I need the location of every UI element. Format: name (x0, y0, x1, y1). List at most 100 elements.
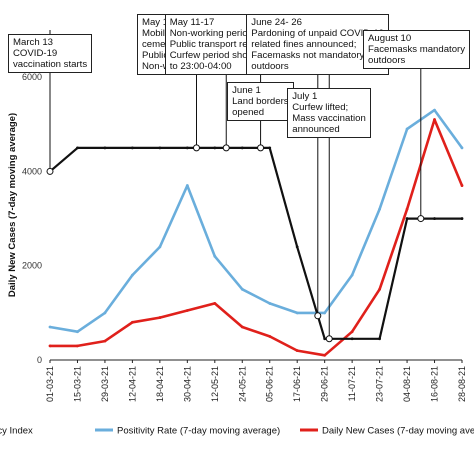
data-point (460, 184, 464, 187)
data-point (103, 146, 107, 150)
x-tick-label: 29-06-21 (320, 366, 330, 402)
data-point (433, 217, 436, 220)
data-point (48, 325, 52, 329)
data-point (158, 316, 162, 319)
data-point (240, 146, 244, 150)
data-point (460, 146, 464, 150)
data-point (185, 309, 189, 312)
annotation-box: July 1 Curfew lifted; Mass vaccination anno… (287, 88, 371, 138)
series-line-0 (50, 118, 464, 357)
data-point (433, 108, 436, 112)
annotation-text: June 24- 26 (251, 17, 302, 28)
data-point (213, 254, 217, 258)
x-tick-label: 28-08-21 (457, 366, 467, 402)
legend-label: Daily New Cases (7-day moving average) (322, 426, 474, 437)
data-point (295, 349, 299, 352)
y-tick-label: 0 (37, 355, 42, 365)
annotation-marker (192, 144, 200, 152)
annotation-text: outdoors (368, 55, 406, 66)
x-tick-label: 12-04-21 (127, 366, 137, 402)
data-point (240, 325, 244, 329)
data-point (185, 184, 189, 187)
data-point (268, 335, 272, 338)
x-tick-label: 30-04-21 (182, 366, 192, 402)
annotation-text: June 1 (232, 85, 261, 96)
annotation-marker (417, 215, 425, 223)
annotation-text: vaccination starts (13, 59, 88, 70)
x-tick-label: 16-08-21 (430, 366, 440, 402)
data-point (158, 245, 162, 249)
data-point (350, 273, 354, 277)
annotation-box: June 1 Land borders opened (227, 82, 294, 121)
annotation-marker (222, 144, 230, 152)
data-point (103, 311, 107, 315)
data-point (405, 217, 409, 220)
annotation-text: Curfew period shortened (169, 50, 275, 61)
annotation-text: Facemasks not mandatory (251, 50, 365, 61)
data-point (48, 344, 52, 348)
data-point (131, 273, 134, 277)
x-tick-label: 23-07-21 (375, 366, 385, 402)
data-point (76, 344, 79, 348)
data-point (350, 330, 354, 334)
data-point (103, 339, 107, 343)
series-line-2 (49, 146, 462, 340)
y-tick-label: 2000 (22, 261, 42, 271)
annotation-marker (257, 144, 265, 152)
x-tick-label: 18-04-21 (155, 366, 165, 402)
annotation-text: August 10 (368, 33, 412, 44)
data-point (460, 217, 464, 220)
x-tick-label: 12-05-21 (210, 366, 220, 402)
annotation-text: announced (292, 124, 340, 135)
annotation-text: Curfew lifted; (292, 102, 349, 113)
data-point (268, 302, 272, 305)
y-axis-label: Daily New Cases (7-day moving average) (7, 113, 18, 297)
data-point (213, 146, 217, 150)
x-tick-label: 15-03-21 (72, 366, 82, 402)
y-tick-label: 6000 (22, 72, 42, 82)
annotation-text: July 1 (292, 91, 318, 102)
x-tick-label: 01-03-21 (45, 366, 55, 402)
data-point (131, 146, 134, 150)
data-point (76, 146, 79, 150)
series-line-1 (49, 108, 464, 333)
data-point (295, 311, 299, 315)
annotation-marker (46, 167, 54, 175)
legend-label: Stringency Index (0, 426, 33, 437)
y-tick-label: 4000 (22, 166, 42, 176)
data-point (405, 127, 409, 131)
data-point (350, 337, 354, 341)
data-point (323, 353, 327, 357)
legend-label: Positivity Rate (7-day moving average) (117, 426, 280, 437)
annotation-text: May 11-17 (169, 17, 215, 28)
data-point (378, 287, 381, 291)
data-point (268, 146, 272, 150)
data-point (323, 337, 327, 341)
data-point (433, 118, 436, 121)
data-point (378, 207, 381, 211)
data-point (323, 311, 327, 315)
annotation-text: May 1 – 4 (141, 17, 185, 28)
data-point (185, 146, 189, 150)
data-point (378, 337, 381, 341)
data-point (213, 302, 217, 305)
x-tick-label: 04-08-21 (402, 366, 412, 402)
annotation-box: August 10 Facemasks mandatory outdoors (363, 30, 471, 69)
annotation-text: Non-working period ends; (169, 28, 280, 39)
annotation-marker (314, 312, 322, 320)
data-point (240, 287, 244, 291)
x-tick-label: 17-06-21 (292, 366, 302, 402)
annotation-text: March 13 (13, 37, 53, 48)
annotation-text: Pardoning of unpaid COVID-19 (251, 28, 385, 39)
annotation-text: outdoors (251, 61, 289, 72)
annotation-box: March 13 COVID-19 vaccination starts (8, 34, 93, 73)
x-tick-label: 29-03-21 (100, 366, 110, 402)
x-tick-label: 05-06-21 (265, 366, 275, 402)
annotation-text: to 23:00-04:00 (169, 61, 232, 72)
annotation-text: Public transport reopened; (169, 39, 283, 50)
data-point (131, 320, 134, 324)
annotation-text: opened (232, 107, 265, 118)
annotation-text: Land borders (232, 96, 289, 107)
x-tick-label: 24-05-21 (237, 366, 247, 402)
annotation-text: COVID-19 (13, 48, 58, 59)
